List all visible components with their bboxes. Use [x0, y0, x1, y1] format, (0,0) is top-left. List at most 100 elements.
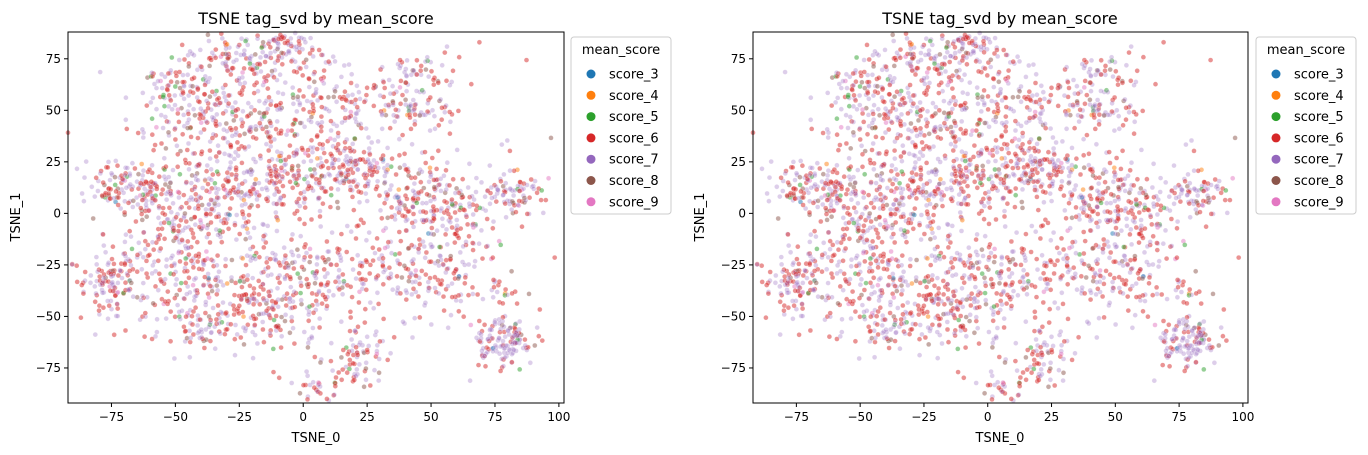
data-point — [461, 314, 467, 320]
data-point — [404, 57, 410, 63]
data-point — [452, 190, 458, 196]
data-point — [871, 166, 877, 172]
data-point — [459, 192, 465, 198]
data-point — [214, 169, 220, 175]
data-point — [444, 160, 450, 166]
data-point — [780, 269, 786, 275]
data-point — [956, 192, 962, 198]
data-point — [514, 301, 520, 307]
data-point — [209, 288, 215, 294]
data-point — [235, 192, 242, 198]
data-point — [496, 335, 502, 341]
data-point — [1020, 157, 1026, 163]
data-point — [140, 134, 146, 141]
data-point — [968, 302, 974, 309]
data-point — [840, 258, 846, 264]
data-point — [463, 214, 470, 220]
data-point — [871, 63, 877, 69]
data-point — [1061, 193, 1067, 199]
data-point — [964, 61, 970, 67]
data-point — [868, 180, 874, 186]
data-point — [1052, 164, 1058, 170]
data-point — [303, 250, 310, 256]
data-point — [169, 106, 175, 112]
data-point — [881, 99, 887, 105]
data-point — [778, 254, 784, 260]
data-point — [374, 290, 380, 296]
data-point — [457, 249, 463, 255]
data-point — [1066, 200, 1072, 206]
data-point — [318, 124, 324, 130]
data-point — [293, 44, 300, 50]
data-point — [1063, 215, 1069, 221]
data-point — [764, 190, 770, 197]
data-point — [893, 219, 899, 226]
data-point — [813, 280, 819, 286]
data-point — [468, 81, 474, 87]
data-point — [808, 232, 814, 238]
data-point — [416, 170, 422, 177]
data-point — [398, 238, 404, 244]
data-point — [833, 99, 839, 105]
data-point — [1064, 126, 1070, 132]
data-point — [974, 85, 980, 91]
data-point — [352, 135, 358, 142]
data-point — [199, 149, 205, 155]
data-point — [342, 139, 348, 145]
legend-marker — [586, 133, 596, 143]
data-point — [1087, 80, 1093, 86]
data-point — [265, 264, 271, 270]
data-point — [301, 36, 307, 42]
data-point — [1040, 89, 1046, 95]
data-point — [790, 164, 796, 170]
data-point — [1027, 115, 1033, 121]
data-point — [422, 112, 428, 118]
data-point — [442, 50, 448, 56]
data-point — [894, 50, 900, 56]
data-point — [267, 44, 273, 50]
data-point — [979, 94, 985, 100]
data-point — [1154, 247, 1160, 253]
data-point — [261, 233, 267, 239]
data-point — [308, 119, 314, 125]
y-tick-label: −50 — [36, 309, 61, 323]
data-point — [297, 216, 303, 222]
data-point — [356, 89, 362, 95]
data-point — [390, 102, 396, 108]
data-point — [180, 90, 186, 96]
data-point — [330, 156, 336, 162]
data-point — [241, 144, 248, 151]
data-point — [209, 206, 215, 212]
data-point — [1045, 149, 1051, 155]
legend-label: score_4 — [609, 89, 659, 104]
data-point — [925, 51, 932, 57]
data-point — [224, 216, 230, 222]
data-point — [82, 278, 88, 284]
data-point — [149, 270, 155, 276]
data-point — [239, 87, 245, 94]
data-point — [354, 366, 360, 372]
data-point — [1115, 82, 1121, 88]
data-point — [451, 270, 457, 276]
data-point — [412, 315, 418, 321]
data-point — [229, 133, 235, 139]
data-point — [314, 254, 320, 260]
data-point — [1086, 162, 1092, 168]
data-point — [400, 319, 406, 325]
data-point — [910, 92, 916, 99]
data-point — [382, 173, 388, 179]
data-point — [985, 93, 991, 99]
data-point — [342, 157, 349, 163]
data-point — [403, 97, 409, 103]
data-point — [181, 295, 187, 301]
data-point — [99, 193, 105, 199]
data-point — [1089, 185, 1095, 191]
data-point — [838, 124, 844, 130]
data-point — [168, 97, 174, 103]
data-point — [273, 209, 279, 216]
data-point — [539, 187, 545, 193]
data-point — [1116, 126, 1122, 132]
data-point — [218, 279, 224, 285]
data-point — [931, 61, 938, 67]
data-point — [196, 99, 203, 105]
